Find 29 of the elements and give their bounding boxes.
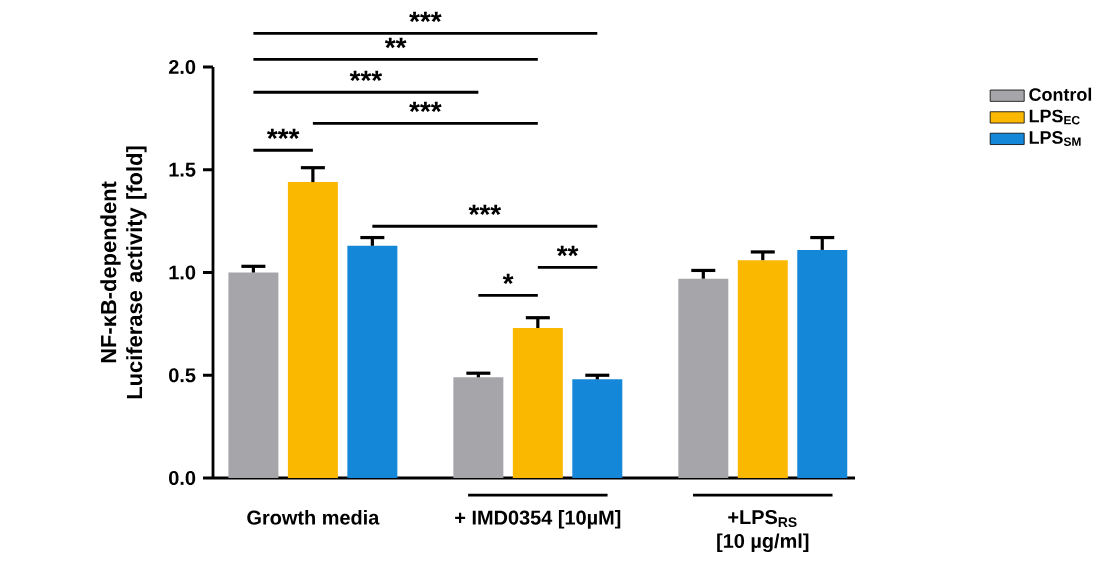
y-tick-label: 0.0 [169,470,196,486]
bar [512,327,563,478]
bar [678,278,729,478]
annotation: *** [409,101,442,113]
x-tick-label: Growth media [247,510,380,525]
x-tick-label: +LPS$_{RS}$ [10 µg/ml] [717,510,809,553]
bar [228,272,279,478]
y-tick-label: 1.0 [169,265,196,280]
bar [453,377,504,478]
legend-label: Control [1029,87,1092,101]
bar [347,245,398,478]
bar [572,379,623,478]
legend-label: LPS$_{SM}$ [1029,131,1081,146]
text: ** [384,37,407,49]
bar [737,260,788,478]
bar [287,182,338,478]
bar [797,249,848,478]
y-tick-label: 1.5 [169,162,196,177]
y-tick-label: 2.0 [168,59,196,75]
text: *** [409,11,442,23]
y-tick-label: 0.5 [169,368,196,383]
y-axis-title: NF-κB-dependent Luciferase activity [fold] [100,146,147,399]
annotation: ** [556,245,579,257]
legend-label: LPS$_{EC}$ [1029,109,1080,125]
x-tick-label: + IMD0354 [10µM] [455,510,621,529]
annotation: *** [349,70,383,82]
annotation: * [502,273,514,285]
annotation: *** [266,128,300,140]
annotation: *** [468,204,502,216]
